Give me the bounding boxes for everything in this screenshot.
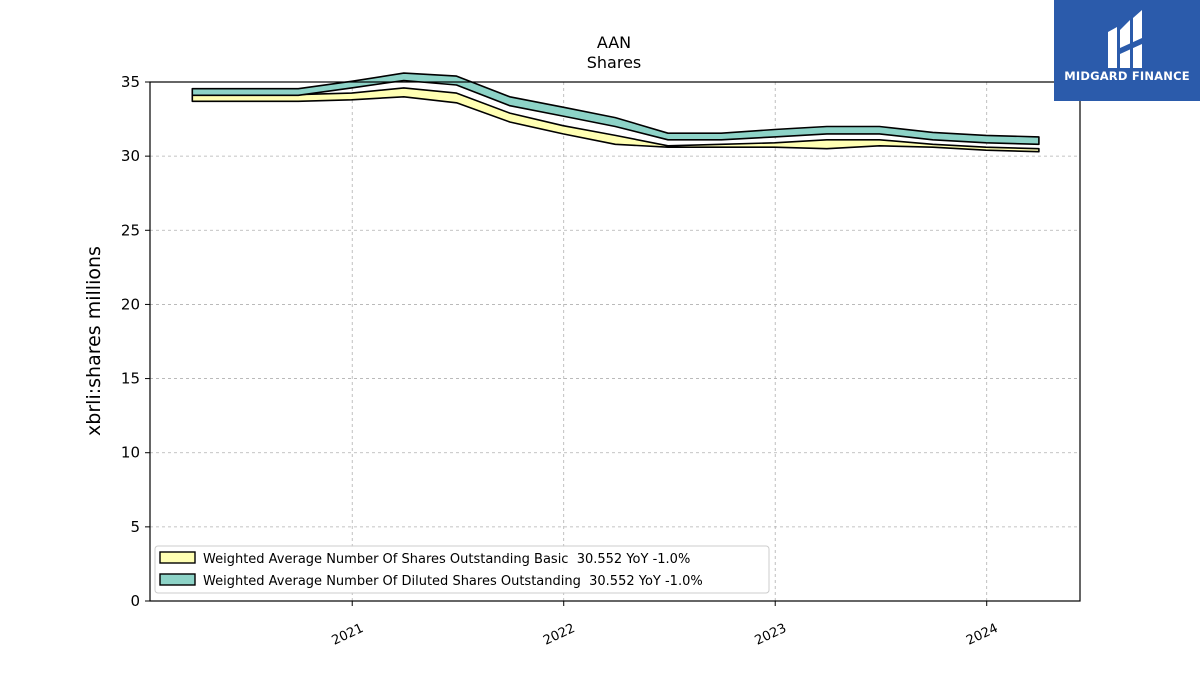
y-axis: 0 5 10 15 20 25 30 35 bbox=[121, 73, 150, 610]
series-areas bbox=[191, 72, 1040, 153]
legend-swatch-basic bbox=[159, 551, 196, 564]
y-axis-label: xbrli:shares millions bbox=[83, 246, 105, 436]
legend-entry-diluted: Weighted Average Number Of Diluted Share… bbox=[203, 574, 703, 589]
series-area-0 bbox=[191, 87, 1040, 153]
chart-title: AAN bbox=[597, 33, 631, 52]
midgard-finance-logo: MIDGARD FINANCE bbox=[1054, 0, 1200, 101]
y-tick-label: 15 bbox=[121, 370, 140, 388]
legend-swatch-diluted bbox=[159, 573, 196, 586]
y-tick-label: 35 bbox=[121, 73, 140, 91]
x-tick-label: 2021 bbox=[330, 621, 366, 649]
x-axis: 2021 2022 2023 2024 bbox=[330, 601, 1000, 649]
plot-frame bbox=[149, 81, 1081, 602]
y-tick-label: 30 bbox=[121, 147, 140, 165]
y-tick-label: 25 bbox=[121, 221, 140, 239]
legend-entry-basic: Weighted Average Number Of Shares Outsta… bbox=[203, 552, 690, 567]
y-tick-label: 20 bbox=[121, 295, 140, 313]
chart-subtitle: Shares bbox=[587, 53, 642, 72]
logo-mark-icon bbox=[1108, 10, 1142, 68]
y-tick-label: 0 bbox=[130, 592, 140, 610]
logo-text: MIDGARD FINANCE bbox=[1064, 69, 1190, 83]
x-tick-label: 2023 bbox=[753, 621, 789, 649]
legend-box bbox=[154, 545, 770, 594]
grid bbox=[150, 81, 1080, 602]
x-tick-label: 2024 bbox=[964, 621, 1000, 649]
series-area-1 bbox=[191, 72, 1040, 146]
legend: Weighted Average Number Of Shares Outsta… bbox=[154, 545, 770, 594]
y-tick-label: 5 bbox=[130, 518, 140, 536]
x-tick-label: 2022 bbox=[541, 621, 577, 649]
y-tick-label: 10 bbox=[121, 444, 140, 462]
